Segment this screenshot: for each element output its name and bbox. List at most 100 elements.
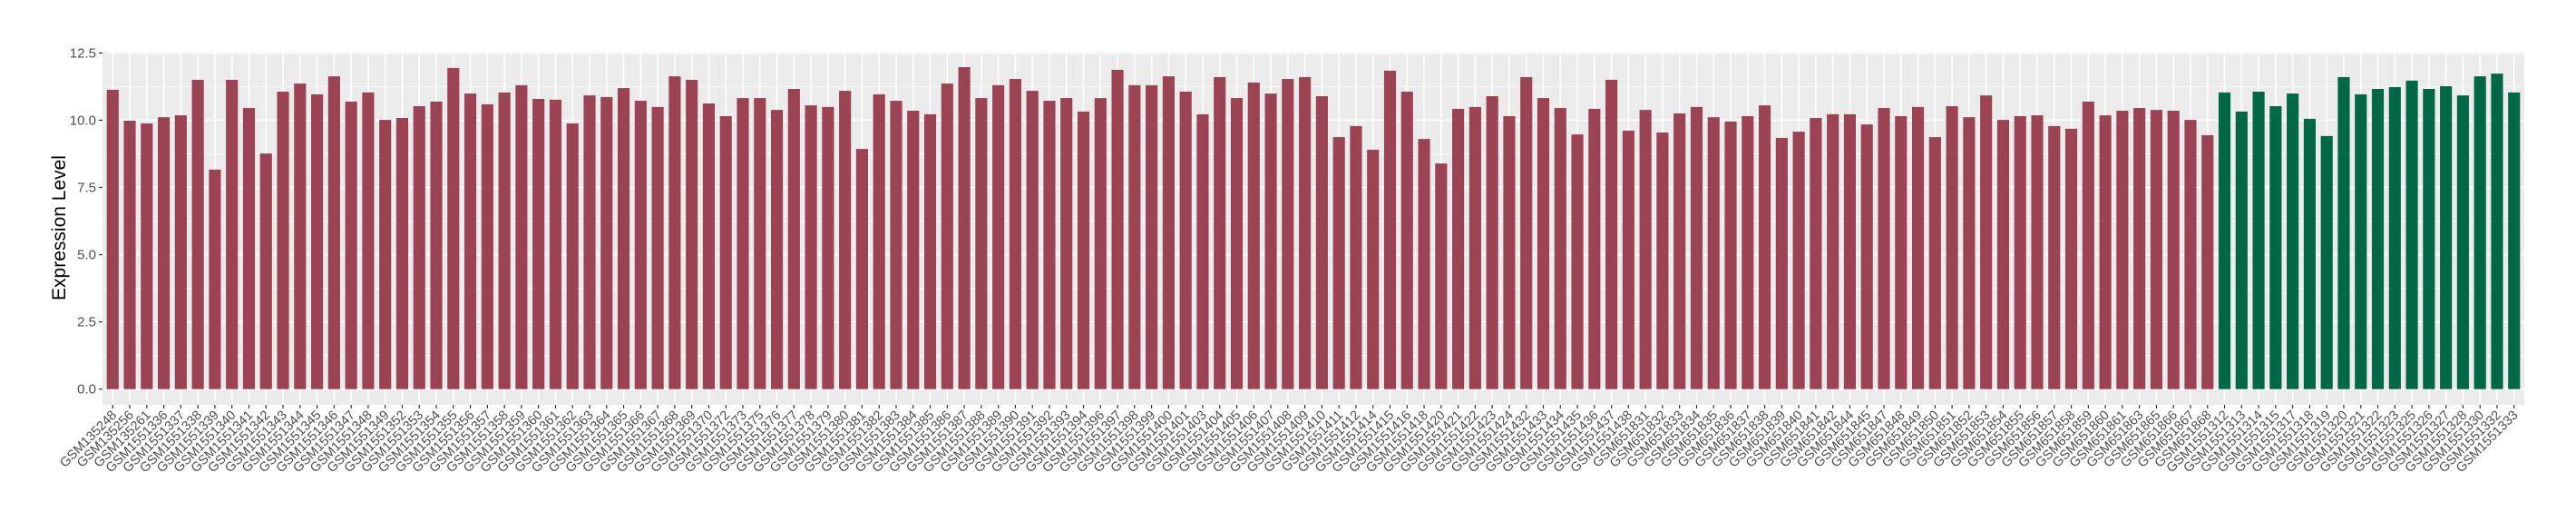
- bar: [1895, 115, 1908, 389]
- bar: [2303, 118, 2316, 389]
- bar: [549, 99, 562, 389]
- bar: [2423, 89, 2435, 389]
- bar: [1026, 91, 1039, 389]
- bar: [2116, 111, 2129, 389]
- bar: [498, 92, 511, 389]
- bar: [1605, 79, 1618, 389]
- bar: [2082, 101, 2094, 389]
- bar: [1179, 91, 1192, 389]
- bar: [2287, 93, 2299, 389]
- bar: [855, 149, 868, 389]
- bar: [2405, 80, 2418, 389]
- bar: [668, 76, 681, 389]
- bar: [1503, 115, 1516, 389]
- bar: [1724, 121, 1737, 389]
- bar: [2440, 86, 2453, 389]
- bar: [2218, 92, 2231, 389]
- bar: [600, 96, 613, 389]
- bar: [327, 76, 340, 389]
- bar: [1759, 105, 1771, 389]
- bar: [1418, 139, 1430, 389]
- bar: [770, 110, 784, 389]
- bar: [1128, 84, 1141, 389]
- bar: [1264, 93, 1277, 389]
- x-axis: GSM135248GSM135256GSM135261GSM1551336GSM…: [57, 405, 2522, 476]
- bar: [1639, 110, 1652, 389]
- bar: [1554, 108, 1566, 389]
- bar: [634, 101, 647, 389]
- bar: [2252, 91, 2265, 389]
- bar: [651, 106, 664, 389]
- bar: [617, 88, 630, 389]
- bar: [1996, 120, 2010, 389]
- bar: [277, 91, 289, 389]
- bar: [1860, 124, 1873, 389]
- y-tick-label: 7.5: [77, 180, 96, 195]
- bar: [1332, 137, 1345, 389]
- bar: [2491, 74, 2503, 389]
- bar: [2355, 93, 2367, 389]
- bar: [873, 93, 885, 389]
- bar: [839, 91, 852, 389]
- bar: [975, 98, 988, 389]
- bar: [2167, 111, 2180, 389]
- bar: [1656, 133, 1669, 389]
- bar: [1928, 137, 1941, 389]
- bar: [1520, 76, 1533, 389]
- bar: [191, 79, 204, 389]
- bar: [1315, 96, 1328, 389]
- bar: [686, 79, 698, 389]
- bar: [1196, 113, 1209, 389]
- y-tick-label: 5.0: [77, 248, 96, 263]
- bar: [1247, 82, 1260, 389]
- bar: [787, 89, 800, 389]
- bar: [1571, 134, 1584, 389]
- bar: [1469, 106, 1481, 389]
- bar: [1980, 95, 1993, 389]
- bar: [958, 67, 971, 389]
- bar: [2235, 111, 2248, 389]
- bar: [1077, 111, 1090, 389]
- y-axis: 0.0 2.5 5.0 7.5 10.0 12.5: [70, 45, 102, 398]
- bar: [515, 84, 528, 389]
- bar: [2184, 120, 2197, 389]
- bar: [2201, 134, 2214, 389]
- bar: [2474, 76, 2486, 389]
- bar: [805, 105, 817, 389]
- bar: [174, 115, 187, 389]
- bar: [1707, 117, 1720, 389]
- bar: [2133, 108, 2146, 389]
- bar: [583, 95, 596, 389]
- y-tick-label: 0.0: [77, 382, 96, 398]
- bar: [1299, 76, 1312, 389]
- bar: [566, 123, 579, 389]
- bar: [890, 101, 903, 389]
- bar: [1162, 76, 1175, 389]
- bar: [1673, 113, 1686, 389]
- bar: [1810, 118, 1822, 389]
- bar: [242, 108, 256, 389]
- bar: [447, 67, 460, 389]
- bar: [2337, 76, 2350, 389]
- bar: [2048, 125, 2061, 389]
- bar: [1060, 98, 1073, 389]
- bar: [1588, 108, 1601, 389]
- bar: [532, 98, 545, 389]
- bar: [1775, 137, 1788, 389]
- bar: [209, 169, 221, 389]
- bar: [1827, 113, 1839, 389]
- bar: [1878, 108, 1890, 389]
- bar: [226, 79, 239, 389]
- bar: [1043, 101, 1056, 389]
- bar: [1214, 76, 1226, 389]
- bar: [737, 98, 749, 389]
- bar: [123, 120, 136, 389]
- bar: [1690, 106, 1703, 389]
- bars: [106, 67, 2521, 389]
- bar: [1486, 96, 1498, 389]
- bar: [702, 103, 716, 389]
- bar: [1111, 69, 1124, 389]
- bar: [2099, 115, 2112, 389]
- bar: [1009, 79, 1021, 389]
